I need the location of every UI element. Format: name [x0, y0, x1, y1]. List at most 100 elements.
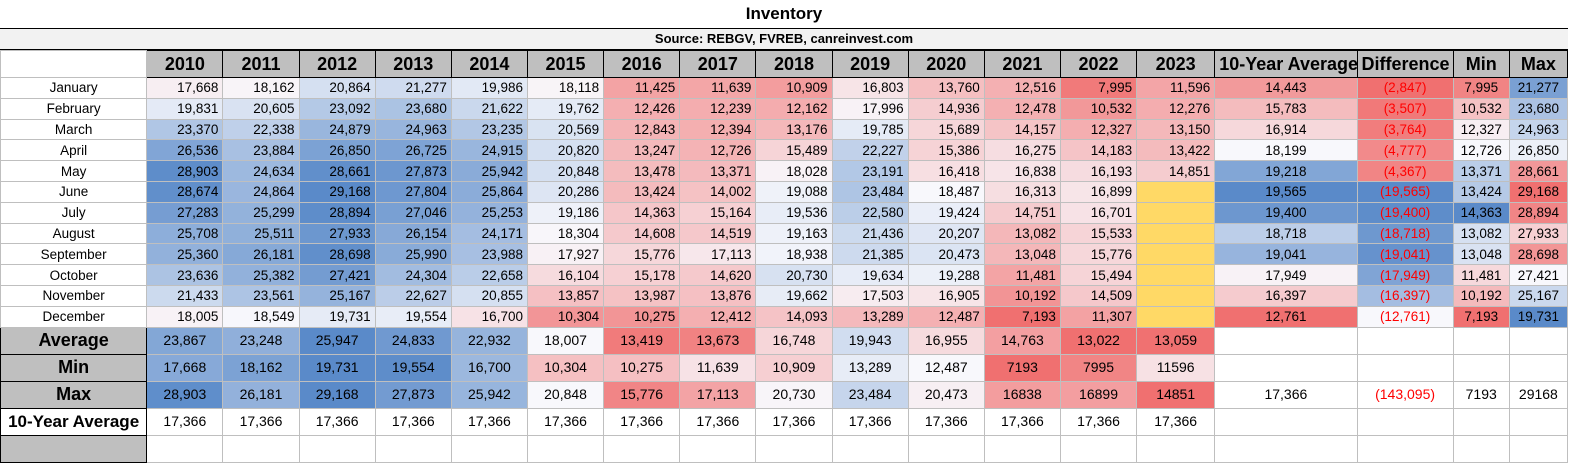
summary-cell[interactable]: 17,366	[603, 407, 681, 436]
data-cell[interactable]: 21,622	[450, 97, 528, 120]
month-label[interactable]: February	[0, 97, 148, 120]
summary-cell[interactable]: 22,932	[450, 326, 528, 355]
summary-cell[interactable]: 17,366	[907, 407, 985, 436]
data-cell[interactable]: 12,516	[983, 77, 1061, 99]
data-cell[interactable]: 24,171	[450, 222, 528, 245]
column-header[interactable]: 2014	[450, 50, 528, 78]
column-header[interactable]: 2013	[374, 50, 452, 78]
data-cell[interactable]: 15,776	[1059, 243, 1138, 266]
summary-cell[interactable]: 20,848	[526, 380, 605, 409]
data-cell[interactable]: 25,167	[1508, 284, 1569, 307]
data-cell[interactable]: 14,093	[755, 305, 833, 328]
data-cell[interactable]: 18,549	[222, 305, 300, 328]
column-header[interactable]: 10-Year Average	[1214, 50, 1358, 78]
data-cell[interactable]: 11,307	[1059, 305, 1138, 328]
data-cell[interactable]: 19,186	[526, 201, 605, 224]
column-header[interactable]: 2010	[146, 50, 224, 78]
data-cell[interactable]: 14,519	[679, 222, 757, 245]
data-cell[interactable]: 22,580	[831, 201, 909, 224]
summary-label[interactable]: Average	[0, 326, 148, 355]
month-label[interactable]: November	[0, 284, 148, 307]
data-cell[interactable]: 23,191	[831, 160, 909, 182]
data-cell[interactable]: 16,397	[1214, 284, 1358, 307]
month-label[interactable]: April	[0, 139, 148, 162]
summary-cell[interactable]: 20,730	[755, 380, 833, 409]
empty-cell[interactable]	[831, 434, 909, 463]
data-cell[interactable]: 26,850	[1508, 139, 1569, 162]
summary-cell[interactable]: 23,484	[831, 380, 909, 409]
data-cell[interactable]: 21,385	[831, 243, 909, 266]
summary-cell[interactable]: 26,181	[222, 380, 300, 409]
data-cell[interactable]: 17,668	[146, 77, 224, 99]
data-cell[interactable]: 21,436	[831, 222, 909, 245]
data-cell[interactable]: 13,082	[983, 222, 1061, 245]
summary-cell[interactable]: 13,022	[1059, 326, 1138, 355]
empty-cell[interactable]	[298, 434, 376, 463]
data-cell[interactable]: 24,634	[222, 160, 300, 182]
data-cell[interactable]	[1136, 180, 1216, 203]
data-cell[interactable]: 28,674	[146, 180, 224, 203]
data-cell[interactable]: 18,005	[146, 305, 224, 328]
data-cell[interactable]: 11,481	[983, 264, 1061, 286]
data-cell[interactable]: 19,288	[907, 264, 985, 286]
summary-cell[interactable]	[1214, 407, 1358, 436]
data-cell[interactable]: 27,873	[374, 160, 452, 182]
summary-label[interactable]: 10-Year Average	[0, 407, 148, 436]
data-cell[interactable]: 12,726	[679, 139, 757, 162]
data-cell[interactable]: 25,511	[222, 222, 300, 245]
month-label[interactable]: September	[0, 243, 148, 266]
data-cell[interactable]: 17,503	[831, 284, 909, 307]
data-cell[interactable]: 25,382	[222, 264, 300, 286]
summary-cell[interactable]: 29,168	[298, 380, 376, 409]
data-cell[interactable]: 14,751	[983, 201, 1061, 224]
column-header[interactable]: 2019	[831, 50, 909, 78]
data-cell[interactable]: 25,167	[298, 284, 376, 307]
data-cell[interactable]: 25,942	[450, 160, 528, 182]
data-cell[interactable]: 13,876	[679, 284, 757, 307]
data-cell[interactable]: 19,731	[1508, 305, 1569, 328]
data-cell[interactable]: 13,048	[1452, 243, 1510, 266]
data-cell[interactable]: 17,996	[831, 97, 909, 120]
data-cell[interactable]: 18,118	[526, 77, 605, 99]
data-cell[interactable]: 19,400	[1214, 201, 1358, 224]
summary-cell[interactable]	[1356, 353, 1454, 382]
corner-cell[interactable]	[0, 50, 148, 78]
data-cell[interactable]: 19,762	[526, 97, 605, 120]
data-cell[interactable]: 21,277	[374, 77, 452, 99]
summary-cell[interactable]	[1214, 353, 1358, 382]
summary-cell[interactable]: 17,366	[831, 407, 909, 436]
empty-cell[interactable]	[755, 434, 833, 463]
data-cell[interactable]: 18,304	[526, 222, 605, 245]
data-cell[interactable]: 16,838	[983, 160, 1061, 182]
month-label[interactable]: January	[0, 77, 148, 99]
data-cell[interactable]: 13,760	[907, 77, 985, 99]
data-cell[interactable]: 15,689	[907, 118, 985, 141]
data-cell[interactable]: 14,608	[603, 222, 681, 245]
data-cell[interactable]: (3,507)	[1356, 97, 1454, 120]
data-cell[interactable]: (16,397)	[1356, 284, 1454, 307]
column-header[interactable]: 2016	[603, 50, 681, 78]
data-cell[interactable]: 19,424	[907, 201, 985, 224]
summary-cell[interactable]: 17,366	[983, 407, 1061, 436]
data-cell[interactable]: 14,183	[1059, 139, 1138, 162]
data-cell[interactable]: 20,569	[526, 118, 605, 141]
summary-cell[interactable]: 24,833	[374, 326, 452, 355]
data-cell[interactable]: (19,041)	[1356, 243, 1454, 266]
data-cell[interactable]: 15,494	[1059, 264, 1138, 286]
data-cell[interactable]: 19,634	[831, 264, 909, 286]
data-cell[interactable]: 24,304	[374, 264, 452, 286]
data-cell[interactable]: 14,363	[603, 201, 681, 224]
data-cell[interactable]: 13,150	[1136, 118, 1216, 141]
summary-cell[interactable]	[1452, 407, 1510, 436]
summary-cell[interactable]: 7193	[983, 353, 1061, 382]
empty-cell[interactable]	[1136, 434, 1216, 463]
data-cell[interactable]: (12,761)	[1356, 305, 1454, 328]
data-cell[interactable]	[1136, 243, 1216, 266]
data-cell[interactable]: 18,162	[222, 77, 300, 99]
data-cell[interactable]: 27,421	[298, 264, 376, 286]
data-cell[interactable]: 20,207	[907, 222, 985, 245]
summary-cell[interactable]: 17,366	[450, 407, 528, 436]
data-cell[interactable]: (18,718)	[1356, 222, 1454, 245]
data-cell[interactable]: 19,662	[755, 284, 833, 307]
summary-cell[interactable]: 16899	[1059, 380, 1138, 409]
